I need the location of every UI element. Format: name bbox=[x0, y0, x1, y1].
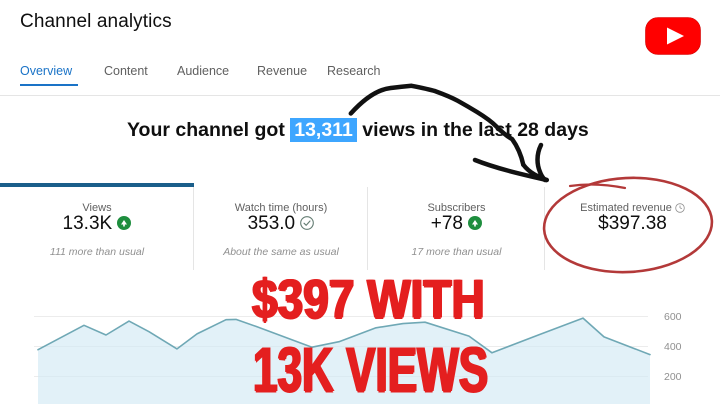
svg-text:200: 200 bbox=[664, 371, 682, 383]
svg-text:600: 600 bbox=[664, 311, 682, 323]
svg-text:400: 400 bbox=[664, 341, 682, 353]
